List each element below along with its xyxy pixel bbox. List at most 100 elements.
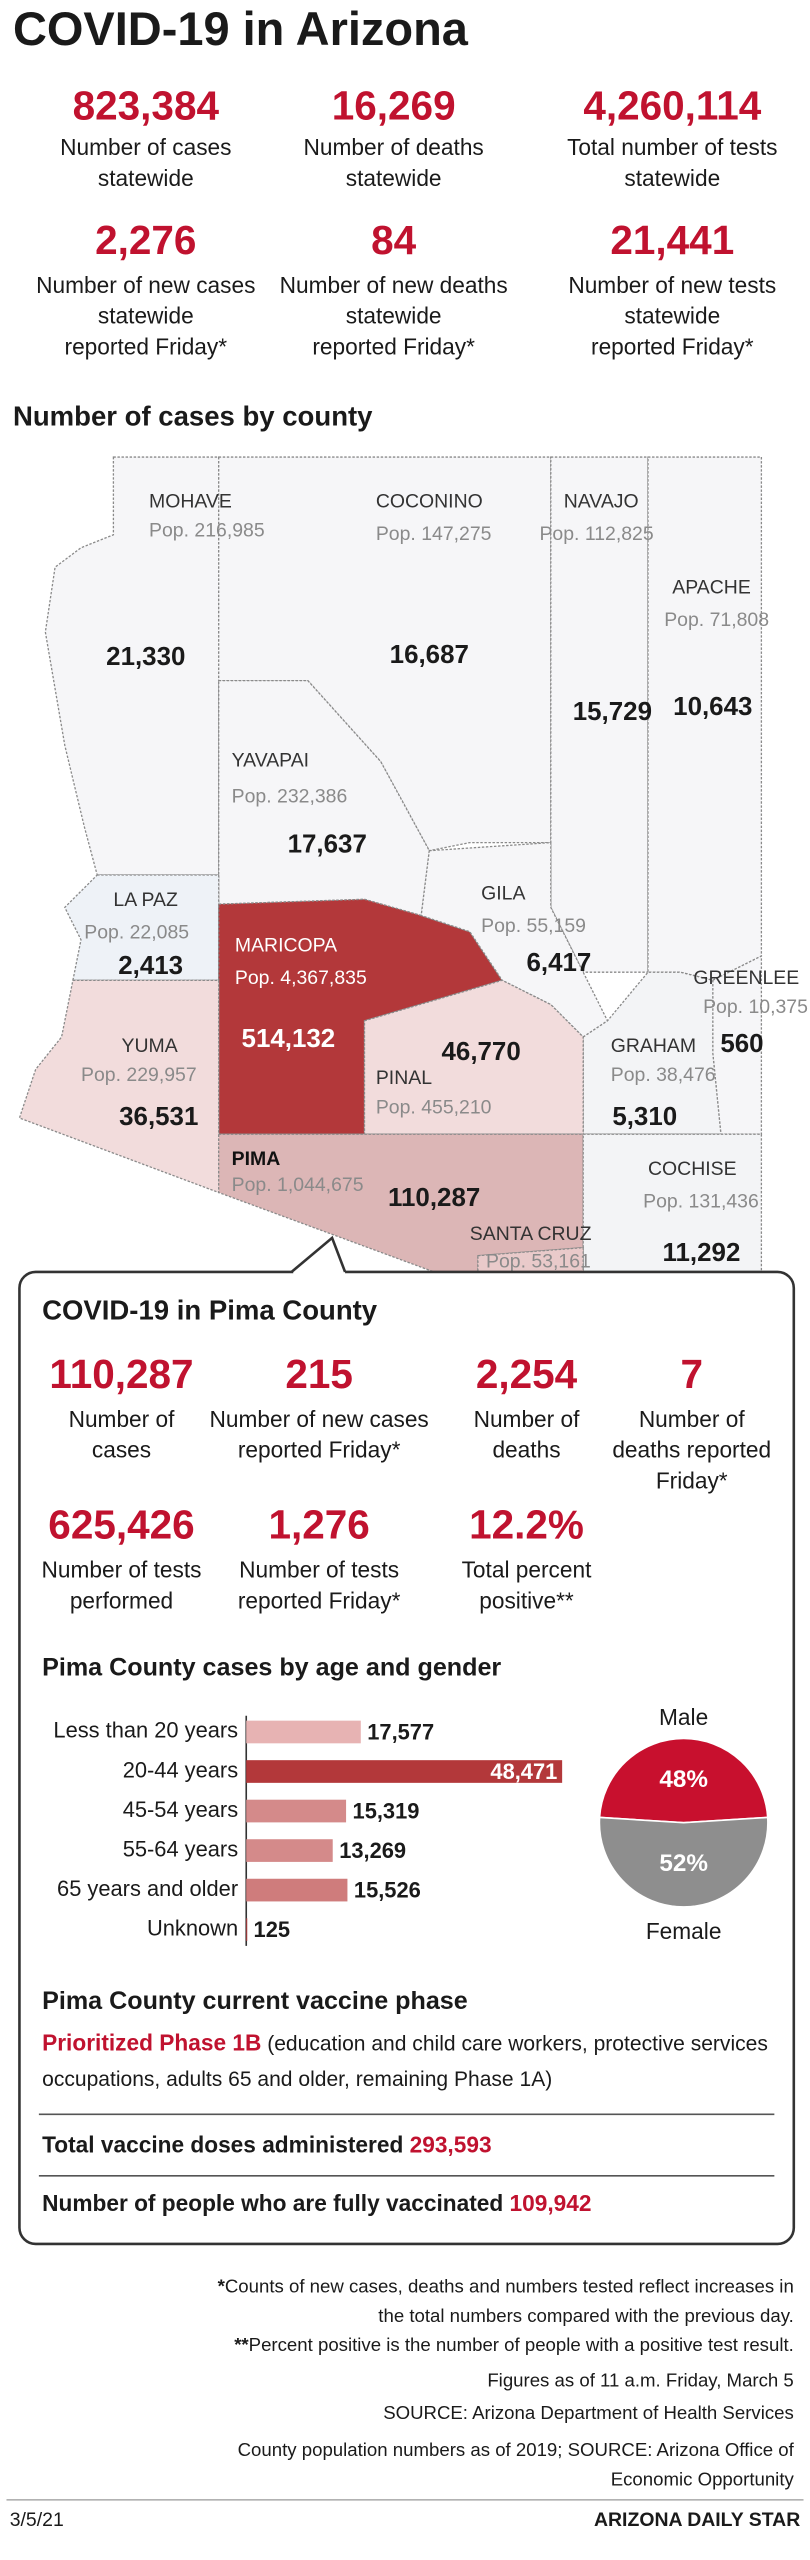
phase-name: Prioritized Phase 1B [42, 2030, 261, 2056]
page-title: COVID-19 in Arizona [13, 2, 469, 55]
category-label: Less than 20 years [53, 1718, 238, 1743]
county-cases: 21,330 [106, 643, 185, 671]
footnote: *Counts of new cases, deaths and numbers… [218, 2276, 794, 2297]
stat-label: Number of new deaths [280, 272, 508, 298]
pima-stat-label: Number of [69, 1406, 176, 1432]
stat-label: statewide [98, 303, 194, 329]
county-population: Pop. 4,367,835 [235, 967, 367, 989]
stat-label: Number of new cases [36, 272, 255, 298]
category-label: 20-44 years [123, 1757, 239, 1782]
county-cases: 110,287 [388, 1184, 480, 1212]
county-shape [44, 456, 220, 876]
vaccinated-label: Number of people who are fully vaccinate… [42, 2190, 509, 2216]
doses-label: Total vaccine doses administered [42, 2132, 410, 2158]
pima-stat-value: 1,276 [268, 1502, 369, 1548]
county-population: Pop. 38,476 [611, 1064, 716, 1086]
footnote-marker: * [218, 2276, 226, 2297]
footnote: the total numbers compared with the prev… [378, 2305, 794, 2326]
stat-label: statewide [624, 303, 720, 329]
panel-pointer [290, 1235, 347, 1273]
stat-value: 21,441 [610, 217, 734, 263]
footnote-text: Percent positive is the number of people… [249, 2334, 794, 2355]
pima-stat-value: 7 [680, 1351, 703, 1397]
county-population: Pop. 1,044,675 [232, 1174, 364, 1196]
stat-label: statewide [346, 303, 442, 329]
stat-value: 4,260,114 [583, 82, 761, 128]
bar [246, 1839, 333, 1862]
pie-slice [598, 1737, 769, 1824]
stat-label: statewide [346, 165, 442, 191]
county-cases: 5,310 [612, 1103, 677, 1131]
stat-label: reported Friday* [312, 333, 475, 359]
county-population: Pop. 71,808 [664, 609, 769, 631]
pima-panel [18, 1270, 796, 2246]
source-note: Economic Opportunity [611, 2468, 795, 2489]
age-gender-title: Pima County cases by age and gender [42, 1653, 501, 1681]
pima-stat-label: deaths [492, 1437, 560, 1463]
source-note: County population numbers as of 2019; SO… [238, 2439, 795, 2460]
pima-stat-value: 625,426 [48, 1502, 194, 1548]
pie-slice [598, 1816, 769, 1908]
pima-stat-label: performed [70, 1587, 173, 1613]
pima-stat-label: Friday* [656, 1467, 728, 1493]
source-note: Figures as of 11 a.m. Friday, March 5 [487, 2370, 793, 2391]
vaccinated-value: 109,942 [510, 2190, 592, 2216]
pima-stat-label: Number of tests [41, 1557, 201, 1583]
pima-stat-label: Number of tests [239, 1557, 399, 1583]
value-label: 15,526 [354, 1877, 421, 1902]
county-population: Pop. 131,436 [643, 1190, 759, 1212]
stat-label: Number of cases [60, 134, 231, 160]
county-name: MARICOPA [235, 934, 337, 956]
doses-value: 293,593 [410, 2132, 492, 2158]
county-shape [582, 971, 722, 1135]
county-shape [647, 456, 763, 981]
value-label: 13,269 [339, 1838, 406, 1863]
stat-label: Total number of tests [567, 134, 777, 160]
category-label: Unknown [147, 1915, 238, 1940]
county-name: PIMA [232, 1148, 281, 1170]
county-name: COCONINO [376, 491, 483, 513]
county-population: Pop. 53,161 [486, 1250, 591, 1272]
county-name: YAVAPAI [232, 750, 309, 772]
footnote: **Percent positive is the number of peop… [234, 2334, 794, 2355]
vaccine-phase: Prioritized Phase 1B (education and chil… [42, 2030, 768, 2056]
pima-title: COVID-19 in Pima County [42, 1295, 378, 1326]
date: 3/5/21 [10, 2509, 64, 2531]
stat-value: 84 [371, 217, 417, 263]
stat-label: statewide [98, 165, 194, 191]
pie-value-label: 52% [659, 1850, 708, 1877]
value-label: 48,471 [490, 1759, 557, 1784]
county-map: MOHAVE Pop. 216,985 21,330 COCONINO Pop. 147… [18, 456, 808, 1314]
pima-stat-label: reported Friday* [238, 1437, 401, 1463]
pie-value-label: 48% [659, 1766, 708, 1793]
county-cases: 15,729 [573, 698, 652, 726]
county-population: Pop. 112,825 [539, 523, 653, 545]
source-note: SOURCE: Arizona Department of Health Ser… [383, 2402, 794, 2423]
footnote-marker: ** [234, 2334, 249, 2355]
stat-label: statewide [624, 165, 720, 191]
bar [246, 1720, 361, 1744]
stat-label: reported Friday* [591, 333, 754, 359]
stat-value: 16,269 [332, 82, 456, 128]
pima-stat-value: 215 [285, 1351, 353, 1397]
vaccine-title: Pima County current vaccine phase [42, 1987, 468, 2015]
map-title: Number of cases by county [13, 400, 373, 431]
pima-stat-label: cases [92, 1437, 151, 1463]
category-label: 55-64 years [123, 1836, 239, 1861]
bar [246, 1760, 563, 1783]
county-name: MOHAVE [149, 491, 232, 513]
county-cases: 514,132 [242, 1025, 336, 1053]
stat-label: Number of deaths [304, 134, 484, 160]
vaccinated: Number of people who are fully vaccinate… [42, 2190, 591, 2216]
bar [246, 1878, 348, 1902]
value-label: 15,319 [353, 1798, 420, 1823]
county-name: SANTA CRUZ [470, 1223, 592, 1245]
county-name: GILA [481, 883, 525, 905]
phase-detail: occupations, adults 65 and older, remain… [42, 2068, 552, 2091]
county-cases: 46,770 [442, 1038, 521, 1066]
stat-value: 823,384 [73, 82, 220, 128]
bar [246, 1799, 347, 1823]
pie-category-label: Female [646, 1918, 722, 1944]
county-name: APACHE [672, 576, 751, 598]
stat-label: Number of new tests [568, 272, 776, 298]
